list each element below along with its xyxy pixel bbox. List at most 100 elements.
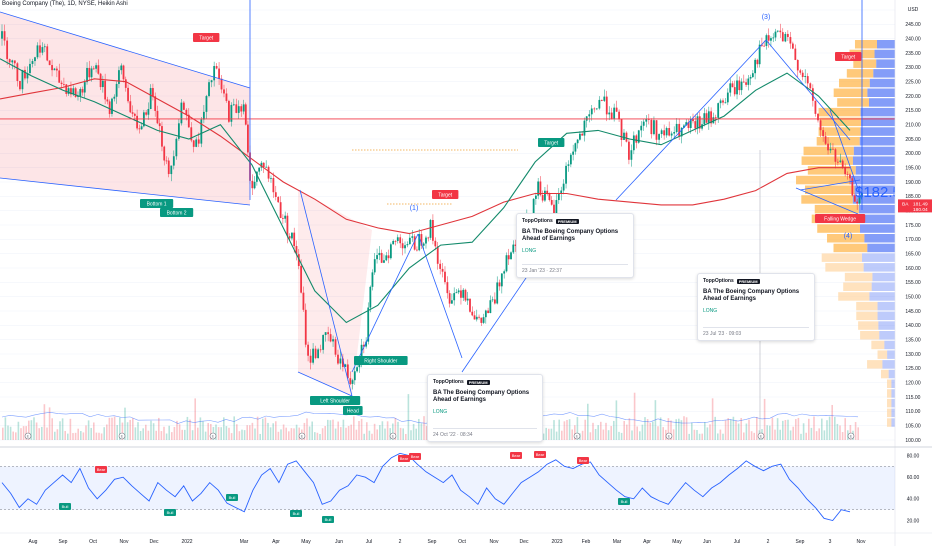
candle-down	[846, 174, 849, 175]
candle-up	[491, 299, 494, 301]
candle-up	[557, 193, 560, 201]
rsi-signal-label-11: Bull	[621, 499, 628, 504]
candle-up	[260, 162, 263, 168]
volume-bar	[717, 433, 719, 440]
candle-down	[714, 117, 717, 119]
candle-down	[738, 80, 741, 91]
candle-down	[493, 299, 496, 304]
volume-bar	[735, 420, 737, 440]
candle-down	[295, 246, 298, 255]
candle-up	[466, 298, 469, 301]
candle-up	[284, 215, 287, 219]
volume-bar	[54, 431, 56, 440]
volume-profile-buy-25	[843, 282, 872, 291]
volume-bar	[420, 423, 423, 440]
volume-bar	[46, 427, 48, 440]
candle-up	[489, 300, 492, 313]
volume-bar	[727, 418, 729, 440]
candle-down	[380, 252, 383, 263]
candle-down	[138, 128, 141, 130]
candle-down	[851, 178, 854, 196]
volume-bar	[802, 423, 805, 440]
candle-down	[187, 114, 190, 128]
candle-down	[416, 249, 418, 251]
candle-down	[133, 113, 136, 116]
volume-bar	[67, 433, 69, 440]
rsi-signal-label-0: Bear	[97, 467, 106, 472]
candle-down	[223, 89, 225, 94]
earnings-marker-3	[298, 432, 306, 440]
volume-bar	[150, 420, 152, 440]
volume-profile-buy-38	[887, 408, 892, 418]
volume-profile-buy-0	[854, 40, 877, 49]
rsi-tick-label-3: 80.00	[907, 453, 920, 459]
rsi-signal-label-6: Bear	[400, 456, 409, 461]
candle-up	[747, 78, 750, 85]
candle-up	[532, 198, 535, 216]
candle-down	[46, 46, 49, 61]
candle-down	[267, 166, 270, 179]
candle-down	[218, 68, 220, 79]
candle-down	[655, 120, 658, 140]
volume-bar	[392, 423, 394, 440]
candle-up	[86, 67, 88, 83]
candle-up	[253, 181, 256, 189]
volume-bar	[711, 398, 714, 440]
candle-up	[101, 80, 104, 88]
volume-bar	[160, 431, 163, 440]
candle-down	[129, 101, 132, 113]
candle-down	[733, 87, 736, 95]
volume-bar	[756, 417, 758, 440]
volume-bar	[589, 432, 592, 440]
volume-bar	[615, 400, 618, 440]
volume-bar	[568, 419, 571, 440]
volume-bar	[233, 416, 235, 440]
candle-down	[789, 37, 792, 44]
idea-card-1[interactable]: ToppOptions PREMIUM BA The Boeing Compan…	[516, 213, 634, 278]
candle-down	[464, 289, 467, 301]
candle-up	[574, 143, 577, 152]
volume-bar	[410, 430, 412, 440]
candle-down	[539, 181, 542, 196]
volume-bar	[316, 432, 319, 440]
volume-bar	[373, 423, 376, 440]
idea-card-2[interactable]: ToppOptions PREMIUM BA The Boeing Compan…	[697, 273, 815, 341]
candle-up	[453, 293, 456, 301]
volume-bar	[797, 417, 800, 440]
candle-up	[462, 289, 465, 298]
candle-down	[781, 32, 784, 42]
candle-up	[270, 177, 272, 179]
idea-card-3[interactable]: ToppOptions PREMIUM BA The Boeing Compan…	[427, 374, 543, 442]
candle-up	[588, 114, 591, 117]
volume-profile-buy-8	[819, 117, 862, 127]
rsi-signal-bg-0	[95, 466, 107, 473]
candle-down	[51, 65, 53, 71]
candle-up	[537, 181, 540, 196]
candle-down	[625, 132, 628, 142]
volume-bar	[202, 421, 204, 440]
candle-up	[389, 244, 392, 259]
volume-bar	[704, 421, 706, 440]
volume-bar	[639, 431, 641, 440]
volume-bar	[399, 427, 402, 440]
price-tick-label-27: 235.00	[905, 51, 921, 57]
volume-bar	[267, 422, 269, 440]
candle-down	[647, 119, 650, 120]
pattern-line-4	[351, 233, 419, 373]
candle-up	[258, 167, 261, 172]
volume-profile-buy-35	[887, 379, 892, 388]
candle-down	[122, 65, 125, 80]
candle-up	[149, 88, 152, 110]
volume-bar	[228, 427, 230, 440]
volume-bar	[584, 419, 586, 440]
volume-bar	[41, 426, 43, 440]
candle-up	[567, 164, 570, 166]
candle-down	[610, 112, 613, 119]
candle-down	[618, 111, 620, 120]
candle-up	[512, 244, 515, 253]
candle-up	[210, 80, 213, 83]
volume-bar	[158, 417, 160, 440]
candle-up	[455, 292, 458, 294]
annotation-label-bg-2	[538, 138, 565, 147]
